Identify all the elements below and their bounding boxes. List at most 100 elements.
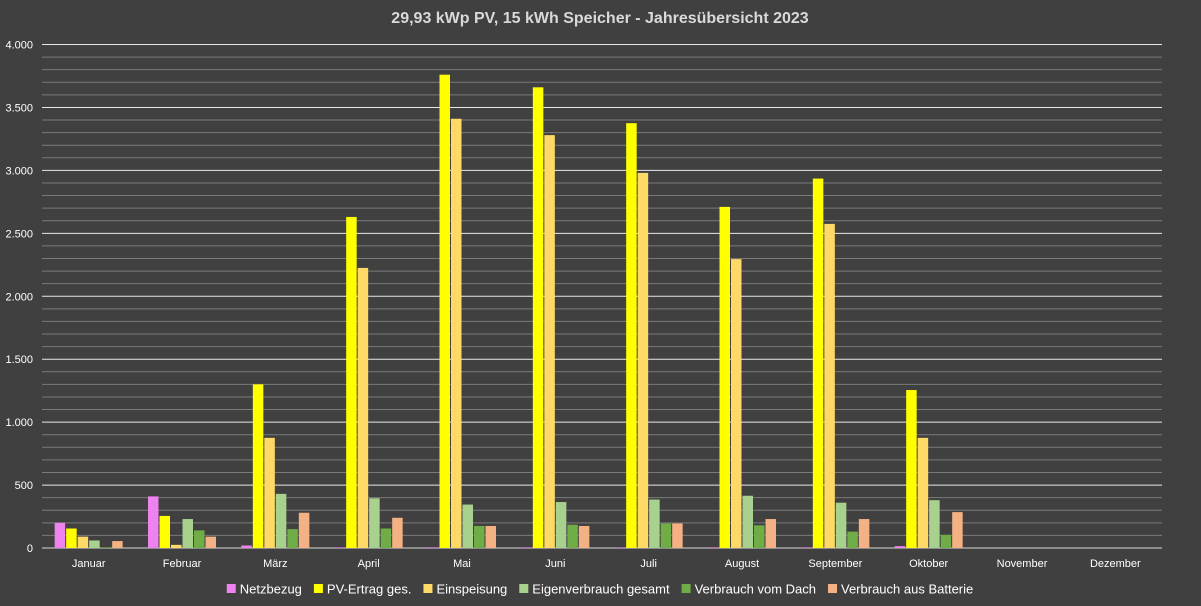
legend-swatch	[423, 584, 433, 593]
bar	[555, 502, 567, 548]
legend-label: Einspeisung	[436, 582, 507, 597]
legend-label: PV-Ertrag ges.	[327, 582, 412, 597]
x-tick-label: Januar	[72, 558, 106, 570]
bar	[148, 496, 159, 548]
bar	[241, 545, 252, 548]
bar	[194, 530, 205, 548]
bar	[660, 523, 672, 548]
bar	[858, 519, 870, 548]
bar	[719, 206, 730, 548]
bar	[731, 259, 742, 548]
bar	[380, 528, 392, 548]
bar	[485, 525, 496, 548]
bar	[112, 541, 123, 548]
x-tick-label: September	[808, 558, 862, 570]
bar	[392, 517, 403, 548]
legend-swatch	[828, 584, 837, 593]
legend-swatch	[226, 584, 236, 593]
legend: Netzbezug PV-Ertrag ges. Einspeisung Eigenv…	[226, 582, 973, 597]
bar	[54, 522, 66, 548]
bar	[940, 534, 952, 548]
bar	[754, 525, 765, 548]
x-tick-label: August	[725, 558, 759, 570]
bar	[567, 524, 578, 548]
x-tick-label: Mai	[453, 558, 471, 570]
bar	[100, 547, 112, 548]
y-tick-label: 3.000	[5, 165, 33, 177]
y-tick-label: 1.000	[5, 417, 33, 429]
x-tick-label: April	[358, 558, 380, 570]
legend-label: Eigenverbrauch gesamt	[532, 582, 670, 597]
bar	[357, 267, 369, 548]
chart-title: 29,93 kWp PV, 15 kWh Speicher - Jahresüb…	[391, 10, 808, 27]
x-tick-label: Februar	[163, 558, 202, 570]
bar	[626, 123, 637, 548]
bar	[952, 512, 963, 548]
x-tick-label: Dezember	[1090, 558, 1141, 570]
bar	[171, 544, 182, 548]
bar	[917, 437, 929, 548]
bar	[835, 502, 847, 548]
legend-swatch	[519, 584, 529, 593]
y-tick-label: 2.500	[5, 228, 33, 240]
bar	[532, 87, 544, 549]
bar	[369, 498, 380, 548]
y-tick-label: 3.500	[5, 102, 33, 114]
x-tick-label: Juni	[545, 558, 565, 570]
bar	[649, 499, 660, 548]
bar	[812, 178, 824, 548]
bar	[672, 523, 683, 548]
legend-label: Verbrauch aus Batterie	[841, 582, 973, 597]
bar	[544, 135, 555, 548]
y-tick-label: 500	[15, 480, 33, 492]
bar	[451, 118, 462, 549]
y-tick-label: 0	[27, 543, 33, 555]
bar	[264, 437, 275, 548]
bar	[89, 540, 100, 548]
bar	[159, 515, 170, 548]
bar	[742, 495, 753, 548]
bar	[929, 500, 940, 548]
bar	[182, 519, 193, 548]
bar	[462, 504, 473, 548]
major-gridlines	[42, 44, 1162, 549]
bar	[824, 223, 835, 548]
legend-swatch	[681, 584, 691, 593]
x-axis-tick-labels: Januar Februar März April Mai Juni Juli August S…	[72, 558, 1141, 570]
bar	[66, 528, 77, 548]
x-tick-label: November	[997, 558, 1048, 570]
x-tick-label: Oktober	[909, 558, 948, 570]
bar	[637, 172, 649, 548]
bar	[521, 547, 532, 548]
bar	[346, 216, 357, 549]
y-tick-label: 2.000	[5, 291, 33, 303]
bar	[428, 547, 439, 548]
x-tick-label: Juli	[640, 558, 657, 570]
bar	[765, 519, 776, 548]
bar	[474, 525, 485, 548]
y-axis-tick-labels: 0 500 1.000 1.500 2.000 2.500 3.000 3.500 4.000	[5, 40, 33, 556]
x-tick-label: März	[263, 558, 287, 570]
bar	[894, 546, 906, 548]
bar	[275, 493, 287, 548]
bar	[205, 536, 216, 548]
bar	[801, 547, 812, 548]
legend-swatch	[313, 584, 323, 593]
legend-label: Verbrauch vom Dach	[695, 582, 816, 597]
y-tick-label: 1.500	[5, 354, 33, 366]
bar	[847, 531, 858, 548]
bar	[77, 536, 89, 548]
bar	[298, 512, 310, 548]
bar	[439, 74, 450, 549]
bar-marks	[54, 74, 963, 549]
minor-gridlines	[42, 56, 1162, 536]
y-tick-label: 4.000	[5, 40, 33, 52]
bar	[614, 547, 626, 548]
bar	[708, 547, 719, 548]
bar	[906, 390, 917, 548]
bar	[287, 529, 298, 548]
legend-label: Netzbezug	[240, 582, 302, 597]
bar	[334, 547, 346, 548]
